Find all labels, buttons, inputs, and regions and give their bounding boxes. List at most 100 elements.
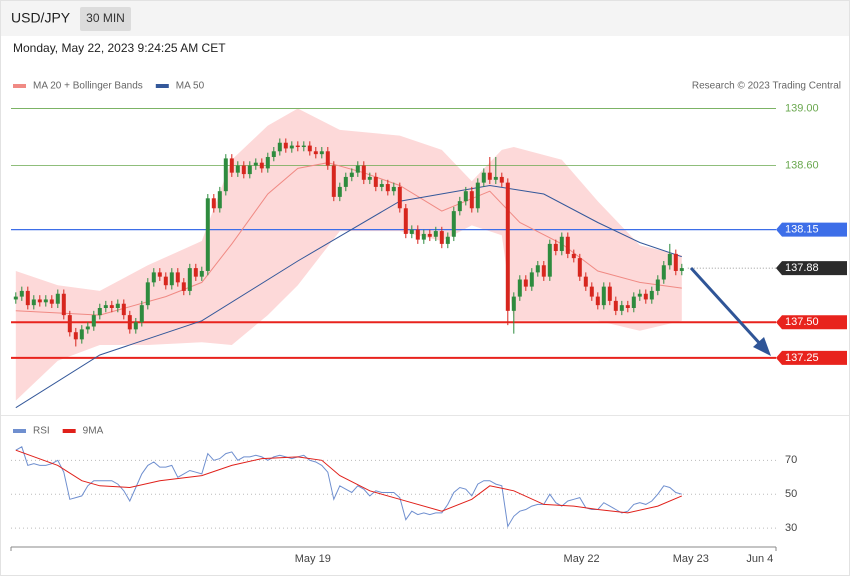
legend-swatch: [13, 429, 26, 433]
candle-body: [343, 176, 348, 187]
candle-body: [673, 253, 678, 271]
candle-body: [667, 253, 672, 266]
candle-body: [247, 165, 252, 175]
candle-body: [73, 332, 78, 340]
candle-body: [337, 186, 342, 197]
candle-body: [595, 296, 600, 306]
price-panel: 139.00 138.60 138.15 137.88 137.50 137.25 MA 2…: [11, 81, 847, 409]
candle-body: [121, 303, 126, 316]
timeframe[interactable]: 30 MIN: [86, 11, 125, 25]
legend-label: MA 50: [176, 81, 205, 92]
candle-body: [361, 165, 366, 180]
candle-body: [85, 326, 90, 330]
candle-body: [535, 265, 540, 273]
candle-body: [43, 299, 48, 303]
header-bar: [1, 1, 849, 36]
candle-body: [145, 282, 150, 306]
candle-body: [187, 268, 192, 291]
candle-body: [13, 296, 18, 300]
candle-body: [295, 145, 300, 148]
candle-body: [625, 305, 630, 308]
level-label: 138.60: [785, 159, 819, 171]
candle-body: [565, 236, 570, 254]
candle-body: [631, 296, 636, 308]
x-tick-label: May 19: [295, 553, 331, 565]
candle-body: [199, 270, 204, 277]
candle-body: [529, 272, 534, 287]
candle-body: [301, 145, 306, 148]
candle-body: [517, 279, 522, 297]
candle-body: [613, 300, 618, 311]
candle-body: [571, 253, 576, 259]
candle-body: [547, 243, 552, 277]
candle-body: [223, 158, 228, 192]
series-line: [15, 184, 682, 409]
candle-body: [163, 276, 168, 286]
candle-body: [175, 272, 180, 283]
candle-body: [289, 145, 294, 149]
candle-body: [139, 305, 144, 323]
timeframe-badge[interactable]: [80, 7, 131, 31]
candle-body: [505, 182, 510, 311]
candle-body: [433, 231, 438, 237]
candle-body: [655, 279, 660, 291]
candle-body: [487, 172, 492, 180]
level-tag: [776, 222, 847, 237]
rsi-panel: 70 50 30 May 19 May 22 May 23 Jun 4 RSI 9MA: [10, 426, 797, 565]
candle-body: [193, 268, 198, 277]
candle-body: [451, 211, 456, 237]
legend-label: 9MA: [83, 426, 104, 437]
level-label: 137.25: [785, 352, 819, 364]
legend-swatch: [13, 84, 26, 88]
candle-body: [589, 286, 594, 297]
candle-body: [115, 303, 120, 308]
candle-body: [601, 286, 606, 306]
candle-body: [307, 145, 312, 152]
candle-body: [379, 184, 384, 187]
x-tick-label: Jun 4: [746, 553, 773, 565]
candle-body: [325, 151, 330, 166]
candle-body: [439, 231, 444, 244]
candle-body: [559, 236, 564, 252]
candle-body: [61, 293, 66, 316]
candle-body: [649, 290, 654, 300]
candle-body: [385, 184, 390, 192]
candle-body: [349, 172, 354, 177]
level-tag: [776, 261, 847, 276]
credit: Research © 2023 Trading Central: [692, 81, 841, 92]
candle-body: [391, 186, 396, 192]
candle-body: [607, 286, 612, 301]
candle-body: [577, 258, 582, 277]
candle-body: [25, 290, 30, 306]
arrow-head: [753, 337, 771, 356]
arrow-shaft: [689, 266, 764, 348]
candle-body: [583, 276, 588, 287]
candle-body: [133, 322, 138, 330]
candle-body: [151, 272, 156, 283]
legend-label: RSI: [33, 426, 50, 437]
candle-body: [91, 315, 96, 327]
candle-body: [97, 308, 102, 316]
candle-body: [481, 172, 486, 183]
candle-body: [421, 233, 426, 240]
candle-body: [253, 162, 258, 166]
candle-body: [283, 142, 288, 149]
candle-body: [457, 201, 462, 212]
level-tag: [776, 315, 847, 330]
candle-body: [373, 176, 378, 187]
candle-body: [79, 329, 84, 340]
candle-body: [619, 305, 624, 311]
legend-swatch: [62, 429, 76, 433]
candle-body: [19, 290, 24, 297]
candle-body: [355, 165, 360, 173]
candle-body: [157, 272, 162, 277]
candle-body: [211, 198, 216, 209]
candle-body: [637, 293, 642, 297]
candle-body: [415, 229, 420, 240]
level-label: 138.15: [785, 224, 819, 236]
candle-body: [493, 176, 498, 180]
candle-body: [553, 243, 558, 252]
y-tick-label: 30: [785, 522, 797, 534]
candle-body: [475, 182, 480, 209]
candle-body: [313, 151, 318, 155]
